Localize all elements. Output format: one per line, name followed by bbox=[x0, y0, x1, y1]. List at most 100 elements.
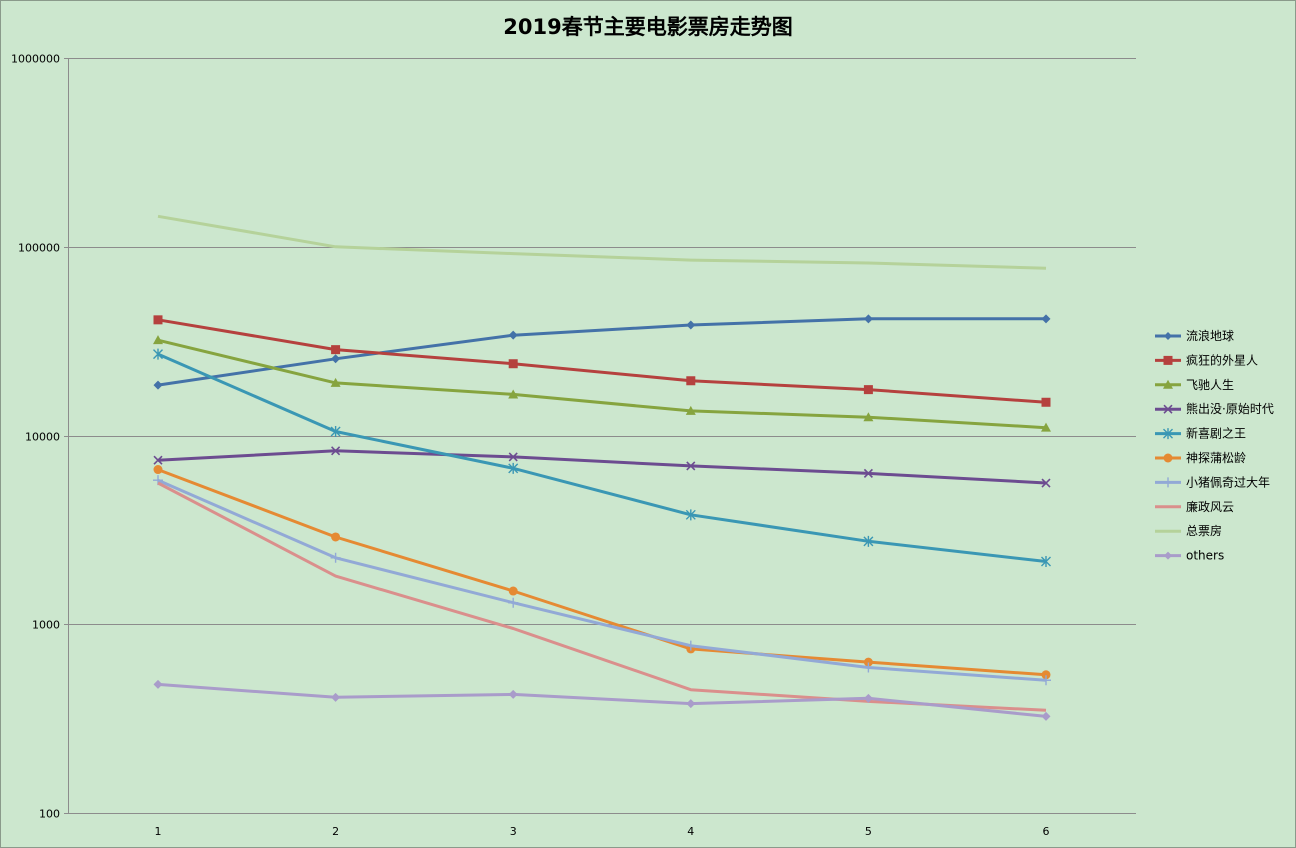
data-point-marker bbox=[863, 662, 874, 673]
data-point-marker bbox=[508, 389, 519, 399]
data-point-marker bbox=[1041, 670, 1051, 680]
y-tick-label: 1000000 bbox=[11, 53, 60, 66]
gridlines bbox=[68, 58, 1136, 814]
x-tick-label: 1 bbox=[155, 825, 162, 838]
legend-label: 飞驰人生 bbox=[1186, 378, 1234, 392]
data-point-marker bbox=[863, 535, 874, 547]
legend-label: 小猪佩奇过大年 bbox=[1186, 475, 1270, 489]
data-point-marker bbox=[863, 468, 873, 478]
x-tick-label: 6 bbox=[1043, 825, 1050, 838]
data-point-marker bbox=[153, 380, 163, 390]
data-point-marker bbox=[863, 693, 873, 703]
series-line bbox=[157, 214, 1047, 270]
legend-item: 小猪佩奇过大年 bbox=[1155, 475, 1270, 489]
legend-item: others bbox=[1155, 549, 1224, 563]
x-tick-label: 2 bbox=[332, 825, 339, 838]
y-tick-label: 1000 bbox=[32, 619, 60, 632]
data-point-marker bbox=[508, 452, 518, 462]
data-point-marker bbox=[331, 354, 341, 364]
legend: 流浪地球疯狂的外星人飞驰人生熊出没·原始时代新喜剧之王神探蒲松龄小猪佩奇过大年廉… bbox=[1155, 328, 1274, 563]
data-point-marker bbox=[508, 462, 519, 474]
x-tick-label: 4 bbox=[687, 825, 694, 838]
axes: 100 1000 10000 100000 1000000 1 2 3 4 5 6 bbox=[11, 53, 1050, 839]
x-tick-label: 5 bbox=[865, 825, 872, 838]
legend-label: 总票房 bbox=[1186, 523, 1222, 538]
legend-item: 疯狂的外星人 bbox=[1155, 352, 1258, 367]
data-point-marker bbox=[330, 552, 341, 563]
data-point-marker bbox=[686, 699, 696, 709]
data-point-marker bbox=[330, 426, 341, 438]
legend-label: 熊出没·原始时代 bbox=[1186, 401, 1274, 416]
legend-label: 神探蒲松龄 bbox=[1186, 451, 1246, 465]
data-point-marker bbox=[686, 320, 696, 330]
data-point-marker bbox=[508, 586, 518, 596]
data-point-marker bbox=[153, 348, 163, 360]
series-0 bbox=[153, 314, 1051, 390]
y-tick-label: 100 bbox=[39, 808, 60, 821]
legend-item: 流浪地球 bbox=[1155, 328, 1234, 343]
data-point-marker bbox=[1163, 355, 1173, 365]
series-line bbox=[157, 317, 1046, 387]
data-point-marker bbox=[1164, 551, 1172, 560]
y-tick-label: 100000 bbox=[18, 242, 60, 255]
legend-label: 新喜剧之王 bbox=[1186, 426, 1246, 441]
data-point-marker bbox=[508, 359, 518, 369]
series-3 bbox=[153, 446, 1051, 488]
data-point-marker bbox=[331, 446, 341, 456]
data-point-marker bbox=[1041, 711, 1051, 721]
series-6 bbox=[153, 475, 1051, 686]
data-point-marker bbox=[863, 412, 874, 422]
legend-item: 熊出没·原始时代 bbox=[1155, 401, 1274, 416]
series-line bbox=[157, 682, 1047, 718]
data-point-marker bbox=[508, 689, 518, 699]
series-1 bbox=[153, 315, 1051, 407]
series-line bbox=[157, 318, 1047, 404]
data-point-marker bbox=[153, 335, 163, 345]
data-point-marker bbox=[1041, 675, 1051, 686]
data-point-marker bbox=[1163, 477, 1173, 488]
series-line bbox=[157, 468, 1047, 677]
series-7 bbox=[157, 481, 1047, 712]
data-point-marker bbox=[330, 377, 341, 387]
series-9 bbox=[153, 679, 1051, 721]
legend-label: others bbox=[1186, 549, 1224, 563]
legend-label: 流浪地球 bbox=[1186, 328, 1234, 343]
data-point-marker bbox=[1163, 404, 1173, 414]
data-point-marker bbox=[153, 679, 163, 689]
data-point-marker bbox=[1041, 556, 1051, 568]
data-point-marker bbox=[153, 455, 163, 465]
legend-item: 飞驰人生 bbox=[1155, 378, 1234, 392]
data-point-marker bbox=[153, 315, 163, 325]
series-line bbox=[157, 338, 1047, 430]
data-point-marker bbox=[863, 657, 873, 667]
data-point-marker bbox=[331, 345, 341, 355]
data-point-marker bbox=[685, 509, 696, 521]
legend-label: 廉政风云 bbox=[1186, 499, 1234, 514]
legend-label: 疯狂的外星人 bbox=[1186, 352, 1258, 367]
series-layer bbox=[153, 214, 1051, 721]
data-point-marker bbox=[508, 597, 519, 608]
series-line bbox=[157, 352, 1047, 563]
series-5 bbox=[153, 465, 1051, 680]
data-point-marker bbox=[1041, 422, 1051, 432]
series-line bbox=[157, 449, 1047, 485]
data-point-marker bbox=[1041, 314, 1051, 324]
data-point-marker bbox=[863, 385, 873, 395]
data-point-marker bbox=[1041, 397, 1051, 407]
data-point-marker bbox=[1164, 332, 1172, 340]
series-4 bbox=[153, 348, 1051, 568]
y-tick-label: 10000 bbox=[25, 431, 60, 444]
data-point-marker bbox=[1163, 453, 1173, 463]
chart-title: 2019春节主要电影票房走势图 bbox=[503, 15, 792, 39]
series-line bbox=[157, 478, 1047, 682]
data-point-marker bbox=[686, 376, 696, 386]
series-line bbox=[157, 481, 1047, 712]
legend-item: 总票房 bbox=[1155, 523, 1222, 538]
x-tick-label: 3 bbox=[510, 825, 517, 838]
data-point-marker bbox=[863, 314, 873, 324]
series-8 bbox=[157, 214, 1047, 270]
legend-item: 廉政风云 bbox=[1155, 499, 1234, 514]
data-point-marker bbox=[331, 532, 341, 542]
legend-item: 神探蒲松龄 bbox=[1155, 451, 1246, 465]
